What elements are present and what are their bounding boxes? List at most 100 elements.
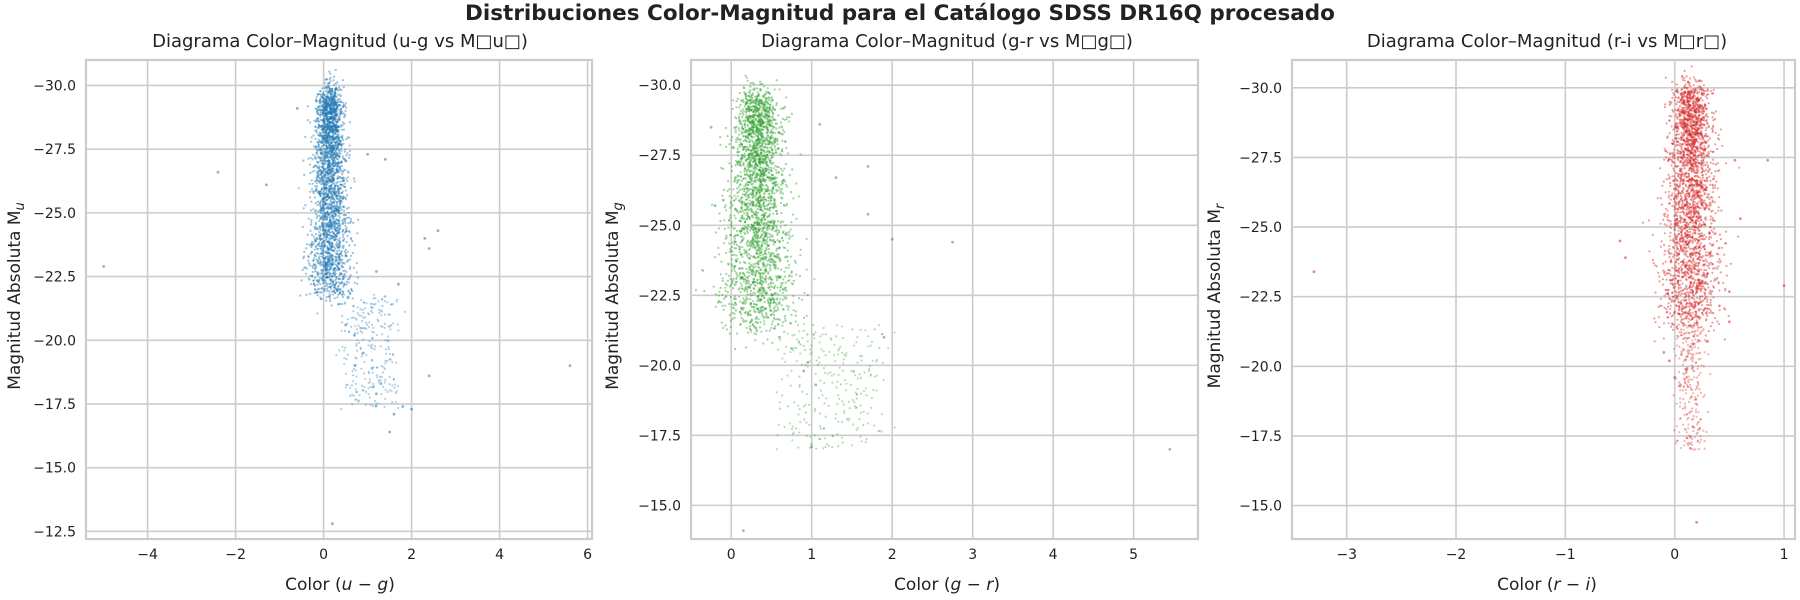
scatter-point bbox=[754, 237, 758, 240]
scatter-point bbox=[343, 276, 346, 279]
y-tick-label: −27.5 bbox=[33, 142, 76, 158]
scatter-point bbox=[321, 105, 324, 108]
scatter-point bbox=[339, 302, 342, 305]
scatter-point bbox=[328, 117, 331, 120]
scatter-point bbox=[320, 237, 324, 241]
scatter-point bbox=[348, 276, 351, 279]
scatter-point bbox=[322, 119, 325, 122]
scatter-point bbox=[345, 138, 348, 141]
scatter-point bbox=[338, 155, 341, 158]
scatter-point bbox=[331, 235, 334, 238]
scatter-point bbox=[324, 150, 327, 153]
scatter-point bbox=[342, 239, 345, 242]
scatter-point bbox=[778, 88, 781, 91]
scatter-outlier-18 bbox=[344, 323, 347, 327]
scatter-point bbox=[328, 104, 331, 107]
scatter-point bbox=[750, 169, 754, 172]
scatter-point bbox=[324, 167, 327, 171]
scatter-point bbox=[311, 170, 314, 173]
scatter-point bbox=[330, 208, 333, 211]
scatter-point bbox=[344, 222, 347, 225]
scatter-point bbox=[335, 194, 338, 197]
scatter-point bbox=[336, 131, 340, 134]
scatter-point bbox=[322, 233, 325, 236]
scatter-point bbox=[333, 125, 336, 128]
scatter-point bbox=[767, 99, 771, 102]
scatter-point bbox=[313, 237, 316, 240]
scatter-point bbox=[332, 130, 335, 133]
scatter-point bbox=[318, 92, 321, 96]
scatter-point bbox=[786, 116, 789, 119]
panel-1-plot-area: −4 −2 0 2 4 6−30.0−27.5−25.0−22.5−20.0−17.5−1… bbox=[33, 58, 594, 563]
scatter-point bbox=[325, 98, 328, 101]
scatter-point bbox=[337, 214, 340, 217]
scatter-point bbox=[737, 138, 740, 141]
scatter-point bbox=[331, 145, 334, 148]
scatter-point bbox=[328, 218, 332, 222]
scatter-point bbox=[326, 117, 329, 121]
scatter-point bbox=[763, 308, 766, 311]
scatter-point bbox=[327, 224, 330, 227]
scatter-point bbox=[765, 307, 768, 310]
scatter-point bbox=[742, 178, 745, 181]
scatter-point bbox=[331, 201, 334, 204]
scatter-point bbox=[324, 197, 327, 200]
scatter-point bbox=[321, 251, 324, 254]
scatter-point bbox=[327, 156, 330, 159]
scatter-point bbox=[309, 190, 312, 193]
scatter-point bbox=[380, 310, 384, 313]
scatter-point bbox=[331, 118, 334, 122]
scatter-point bbox=[343, 272, 346, 276]
scatter-point bbox=[384, 295, 387, 298]
scatter-point bbox=[333, 202, 336, 205]
scatter-point bbox=[766, 240, 769, 243]
scatter-point bbox=[738, 210, 741, 213]
scatter-point bbox=[321, 242, 324, 245]
scatter-point bbox=[323, 289, 326, 293]
scatter-point bbox=[339, 187, 342, 190]
scatter-point bbox=[317, 169, 320, 172]
scatter-point bbox=[367, 381, 370, 384]
scatter-point bbox=[318, 190, 321, 193]
scatter-point bbox=[324, 269, 327, 272]
scatter-point bbox=[318, 277, 321, 280]
scatter-point bbox=[792, 301, 795, 304]
scatter-point bbox=[332, 119, 335, 122]
scatter-point bbox=[327, 163, 330, 166]
scatter-point bbox=[316, 260, 319, 263]
scatter-point bbox=[354, 325, 357, 328]
scatter-point bbox=[790, 275, 793, 278]
scatter-point bbox=[342, 101, 345, 104]
scatter-point bbox=[330, 120, 333, 124]
scatter-point bbox=[317, 262, 320, 265]
scatter-point bbox=[330, 190, 333, 193]
scatter-outlier-3 bbox=[295, 107, 299, 110]
scatter-point bbox=[327, 162, 330, 165]
scatter-point bbox=[761, 294, 765, 297]
scatter-point bbox=[318, 272, 321, 275]
scatter-point bbox=[339, 205, 342, 208]
scatter-point bbox=[329, 180, 333, 183]
scatter-point bbox=[331, 98, 334, 101]
scatter-point bbox=[327, 263, 330, 266]
scatter-point bbox=[777, 323, 780, 326]
scatter-point bbox=[767, 193, 770, 196]
scatter-point bbox=[322, 209, 325, 212]
scatter-point bbox=[334, 171, 337, 174]
scatter-point bbox=[330, 287, 333, 290]
scatter-point bbox=[392, 322, 395, 325]
scatter-point bbox=[326, 153, 329, 156]
scatter-point bbox=[319, 238, 322, 242]
scatter-point bbox=[322, 239, 325, 242]
scatter-point bbox=[313, 291, 316, 295]
scatter-point bbox=[769, 146, 772, 149]
scatter-point bbox=[731, 312, 734, 315]
scatter-point bbox=[349, 217, 352, 220]
scatter-point bbox=[725, 234, 728, 237]
scatter-point bbox=[333, 116, 336, 119]
scatter-point bbox=[323, 100, 326, 103]
scatter-point bbox=[782, 278, 785, 281]
scatter-point bbox=[322, 275, 325, 279]
scatter-point bbox=[324, 268, 327, 271]
scatter-point bbox=[738, 267, 741, 271]
